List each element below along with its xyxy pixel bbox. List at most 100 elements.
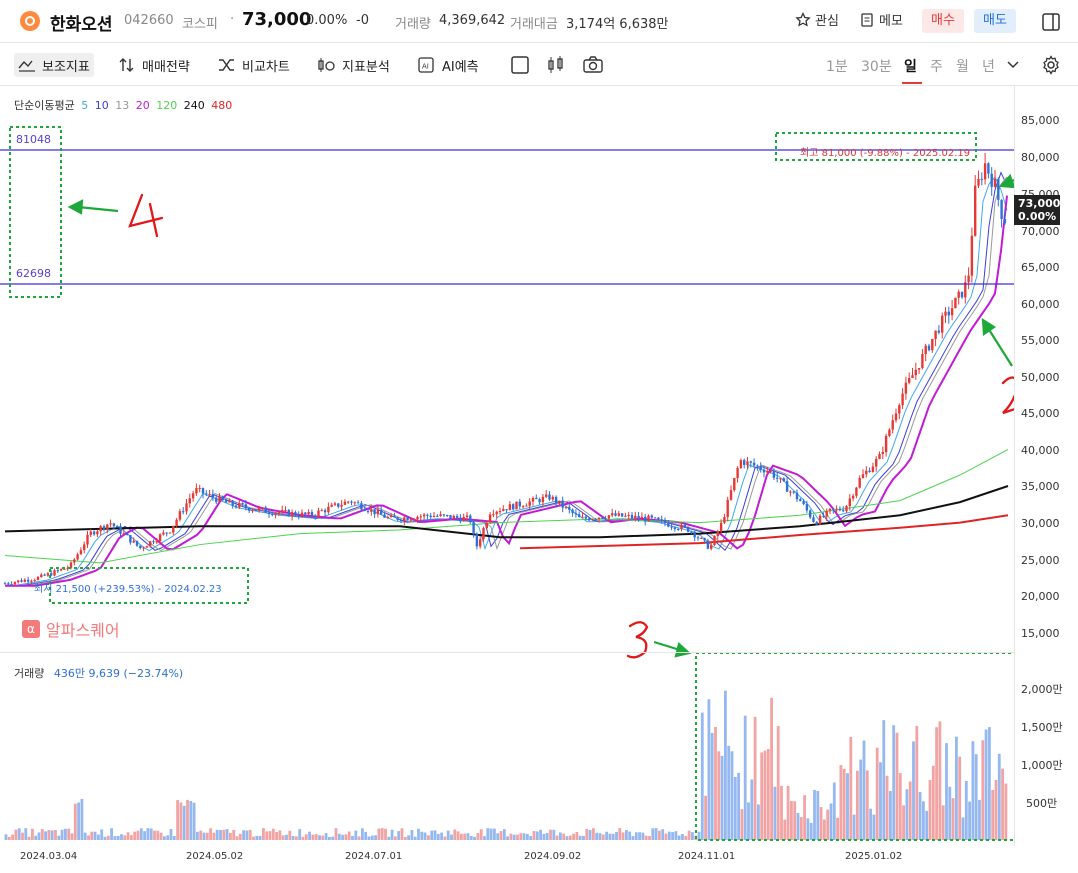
pane-divider[interactable] xyxy=(0,652,1014,653)
volume-bar xyxy=(235,836,239,840)
volume-bar xyxy=(644,835,648,840)
volume-bar xyxy=(869,808,872,840)
candle-body xyxy=(558,500,561,504)
y-tick: 20,000 xyxy=(1021,590,1060,603)
indicators-button[interactable]: 보조지표 xyxy=(14,53,94,77)
period-day[interactable]: 일 xyxy=(904,59,917,75)
volume-bar xyxy=(324,833,328,840)
candle-body xyxy=(125,533,129,536)
watch-button[interactable]: 관심 xyxy=(795,10,839,29)
volume-legend-value: 436만 9,639 (−23.74%) xyxy=(53,667,184,680)
volume-bar xyxy=(460,833,463,840)
candle-body xyxy=(627,515,630,517)
candle-body xyxy=(327,506,330,513)
memo-button[interactable]: 메모 xyxy=(859,10,903,29)
y-tick: 45,000 xyxy=(1021,407,1060,420)
candle-body xyxy=(617,513,620,516)
volume-bar xyxy=(90,831,94,840)
strategy-button[interactable]: 매매전략 xyxy=(114,53,194,77)
candle-body xyxy=(66,567,69,569)
y-tick: 50,000 xyxy=(1021,371,1060,384)
candle-body xyxy=(835,508,838,510)
volume-bar xyxy=(737,772,740,840)
volume-bar xyxy=(519,833,523,840)
candle-body xyxy=(792,491,795,493)
candle-body xyxy=(812,517,815,523)
volume-bar xyxy=(974,754,978,840)
volume-bar xyxy=(611,833,615,840)
chevron-down-icon[interactable] xyxy=(1006,59,1020,71)
volume-bar xyxy=(298,829,302,840)
candle-body xyxy=(264,507,267,513)
compare-button[interactable]: 비교차트 xyxy=(214,53,294,77)
candle-body xyxy=(957,291,960,298)
volume-bar xyxy=(951,798,955,840)
price-axis[interactable] xyxy=(1014,86,1078,846)
candle-body xyxy=(977,178,980,186)
candle-body xyxy=(855,487,858,496)
ma-legend: 단순이동평균 5 10 13 20 120 240 480 xyxy=(14,97,235,113)
candle-body xyxy=(452,515,455,519)
settings-gear-icon[interactable] xyxy=(1040,54,1062,76)
price-chart-canvas[interactable] xyxy=(0,86,1014,846)
candle-body xyxy=(640,516,644,519)
stock-name[interactable]: 한화오션 xyxy=(50,15,113,35)
volume-bar xyxy=(595,832,599,840)
volume-bar xyxy=(380,828,384,840)
period-year[interactable]: 년 xyxy=(982,59,995,75)
candle-body xyxy=(799,499,802,502)
volume-bar xyxy=(179,802,183,840)
volume-bar xyxy=(159,832,163,840)
square-tool-button[interactable] xyxy=(506,53,534,77)
volume-bar xyxy=(496,833,500,840)
screenshot-button[interactable] xyxy=(578,53,608,77)
candle-body xyxy=(257,507,261,511)
candle-body xyxy=(848,498,851,507)
candle-body xyxy=(858,478,861,488)
candle-body xyxy=(106,524,109,530)
candle-body xyxy=(917,368,921,370)
panel-toggle-icon[interactable] xyxy=(1041,12,1061,32)
volume-bar xyxy=(971,741,975,840)
volume-bar xyxy=(103,836,107,840)
volume-bar xyxy=(743,715,747,840)
y-tick: 25,000 xyxy=(1021,554,1060,567)
volume-bar xyxy=(87,835,90,840)
period-month[interactable]: 월 xyxy=(956,59,969,75)
candle-body xyxy=(158,534,162,541)
volume-tick: 1,000만 xyxy=(1021,759,1063,772)
ai-predict-button[interactable]: AI AI예측 xyxy=(412,53,483,77)
company-logo xyxy=(20,11,40,31)
candle-body xyxy=(967,275,970,283)
period-week[interactable]: 주 xyxy=(930,59,943,75)
volume-bar xyxy=(433,830,437,840)
candle-body xyxy=(937,330,941,333)
volume-bar xyxy=(186,799,189,840)
candle-body xyxy=(33,579,36,581)
volume-bar xyxy=(120,834,123,840)
candle-body xyxy=(96,531,99,535)
candle-body xyxy=(248,507,251,511)
candle-body xyxy=(1003,218,1007,224)
upper-level-label: 81048 xyxy=(16,133,51,146)
buy-button[interactable]: 매수 xyxy=(922,9,964,33)
volume-bar xyxy=(37,832,41,840)
sort-arrows-icon xyxy=(119,58,134,72)
sell-button[interactable]: 매도 xyxy=(974,9,1016,33)
period-1min[interactable]: 1분 xyxy=(826,59,848,75)
candle-body xyxy=(26,579,30,582)
volume-bar xyxy=(229,832,232,840)
volume-bar xyxy=(578,835,582,840)
volume-bar xyxy=(351,835,354,840)
volume-bar xyxy=(918,791,922,840)
analysis-button[interactable]: 지표분석 xyxy=(312,53,394,77)
candle-body xyxy=(974,185,977,236)
period-30min[interactable]: 30분 xyxy=(861,59,892,75)
candle-type-button[interactable] xyxy=(542,53,570,77)
volume-bar xyxy=(50,830,54,840)
candle-body xyxy=(980,178,983,180)
volume-bar xyxy=(575,831,579,840)
candle-body xyxy=(254,510,257,512)
candle-body xyxy=(7,583,10,585)
volume-bar xyxy=(885,775,889,840)
